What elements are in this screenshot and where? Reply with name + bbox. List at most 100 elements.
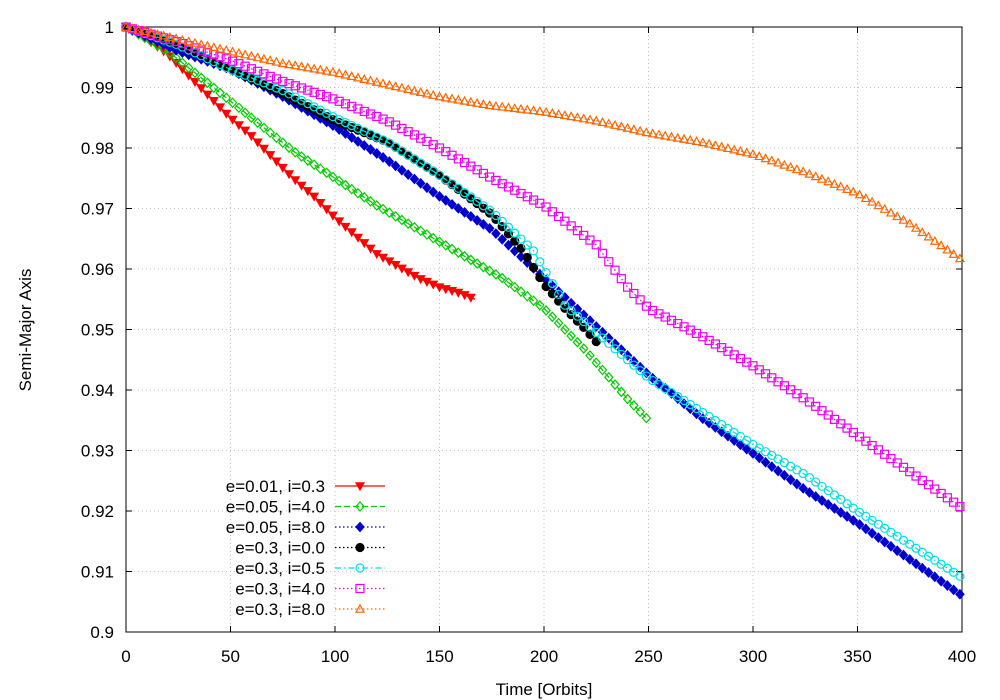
data-point	[478, 98, 489, 108]
grid	[126, 27, 962, 632]
data-point	[754, 150, 765, 161]
data-point	[641, 371, 652, 381]
data-point	[253, 75, 263, 85]
data-point	[158, 30, 169, 40]
data-point	[691, 328, 702, 338]
data-point	[352, 233, 364, 243]
data-point	[484, 265, 495, 277]
data-point	[566, 306, 576, 316]
data-point	[359, 140, 370, 151]
data-point	[302, 62, 313, 72]
x-tick-label: 150	[425, 647, 453, 666]
data-point	[259, 78, 269, 88]
data-point	[265, 127, 276, 139]
data-point	[760, 456, 771, 468]
data-point	[955, 571, 965, 581]
data-point	[722, 143, 733, 153]
series-line	[125, 26, 963, 579]
data-point	[421, 88, 432, 98]
data-point	[221, 54, 231, 64]
data-point	[629, 400, 639, 411]
data-point	[697, 137, 708, 147]
data-point	[428, 186, 439, 198]
data-point	[610, 265, 620, 275]
data-point	[321, 167, 332, 179]
data-point	[221, 109, 232, 119]
data-point	[873, 532, 884, 544]
data-point	[309, 63, 320, 73]
data-point	[290, 146, 301, 158]
data-point	[334, 68, 345, 78]
data-point	[829, 503, 840, 514]
data-point	[327, 66, 338, 76]
data-point	[459, 206, 470, 218]
data-point	[679, 322, 689, 332]
data-point	[296, 151, 307, 162]
data-point	[171, 52, 181, 64]
data-point	[284, 142, 294, 154]
legend-label: e=0.3, i=8.0	[235, 600, 325, 619]
x-tick-label: 400	[948, 647, 976, 666]
data-point	[660, 130, 671, 140]
data-point	[384, 156, 395, 167]
data-point	[836, 494, 846, 504]
data-point	[528, 246, 539, 256]
data-point	[472, 214, 482, 226]
data-point	[823, 486, 833, 496]
x-tick-label: 0	[121, 647, 130, 666]
data-point	[371, 148, 382, 159]
data-point	[189, 37, 200, 47]
data-point	[240, 126, 251, 136]
data-point	[246, 50, 257, 60]
data-point	[177, 57, 188, 69]
data-point	[390, 81, 401, 91]
y-tick-label: 0.92	[81, 502, 114, 521]
data-point	[553, 317, 564, 329]
data-point	[522, 290, 533, 302]
data-point	[885, 207, 896, 217]
data-point	[133, 24, 144, 34]
data-point	[353, 136, 363, 147]
data-point	[465, 293, 476, 303]
data-point	[447, 243, 457, 255]
data-point	[497, 272, 508, 284]
data-point	[265, 71, 275, 81]
data-point	[760, 153, 771, 163]
series-0	[120, 23, 476, 303]
x-tick-label: 300	[739, 647, 767, 666]
data-point	[559, 110, 570, 120]
data-point	[321, 65, 332, 75]
y-tick-label: 0.95	[81, 321, 114, 340]
data-point	[572, 336, 583, 348]
data-point	[560, 300, 570, 310]
data-point	[277, 137, 288, 149]
legend-marker	[355, 563, 365, 573]
data-point	[798, 166, 809, 176]
data-point	[710, 140, 721, 150]
data-point	[716, 141, 727, 151]
data-point	[835, 181, 846, 191]
data-point	[472, 258, 482, 269]
data-point	[415, 86, 426, 97]
data-point	[453, 202, 464, 214]
data-point	[183, 36, 194, 46]
data-point	[309, 159, 319, 171]
data-point	[497, 216, 507, 226]
data-point	[579, 317, 589, 327]
data-point	[271, 132, 282, 144]
data-point	[208, 97, 219, 107]
data-point	[428, 140, 438, 150]
data-point	[616, 349, 626, 359]
data-point	[848, 515, 859, 526]
y-axis-title: Semi-Major Axis	[16, 269, 35, 392]
data-point	[798, 482, 808, 494]
data-point	[773, 157, 784, 167]
data-point	[315, 163, 326, 175]
data-point	[334, 124, 344, 135]
data-point	[164, 31, 175, 41]
data-point	[271, 83, 282, 93]
data-point	[215, 43, 226, 53]
data-point	[440, 240, 451, 251]
x-tick-label: 350	[843, 647, 871, 666]
